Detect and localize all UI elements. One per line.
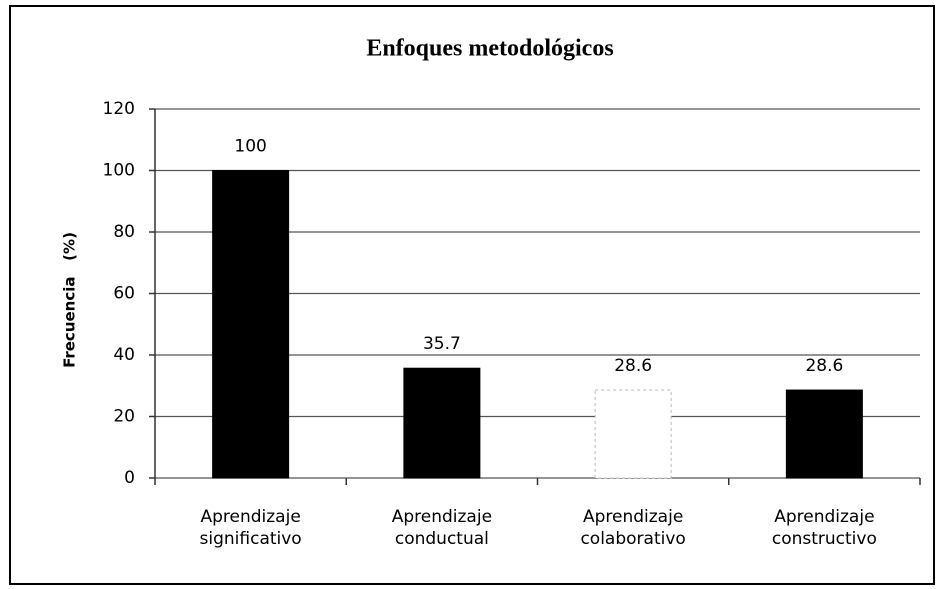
x-tick-label: Aprendizaje colaborativo — [580, 507, 686, 549]
bar — [594, 389, 672, 479]
x-tick-label: Aprendizaje constructivo — [771, 507, 877, 549]
y-tick-label: 80 — [113, 222, 135, 242]
value-label: 35.7 — [423, 334, 461, 354]
y-tick-label: 120 — [103, 99, 135, 119]
chart-title: Enfoques metodológicos — [366, 36, 613, 62]
x-tick-label: Aprendizaje significativo — [199, 507, 302, 549]
y-axis-label: Frecuencia (%) — [61, 232, 79, 368]
y-tick-label: 0 — [124, 468, 135, 488]
x-tick-label: Aprendizaje conductual — [391, 507, 493, 549]
y-tick-label: 40 — [113, 345, 135, 365]
bar — [785, 389, 863, 479]
value-label: 28.6 — [614, 356, 652, 376]
y-tick-label: 60 — [113, 284, 135, 304]
bar — [403, 367, 481, 479]
frame — [9, 5, 935, 585]
bar — [212, 170, 290, 479]
value-label: 100 — [234, 137, 266, 157]
value-label: 28.6 — [805, 356, 843, 376]
y-tick-label: 20 — [113, 407, 135, 427]
y-tick-label: 100 — [103, 161, 135, 181]
